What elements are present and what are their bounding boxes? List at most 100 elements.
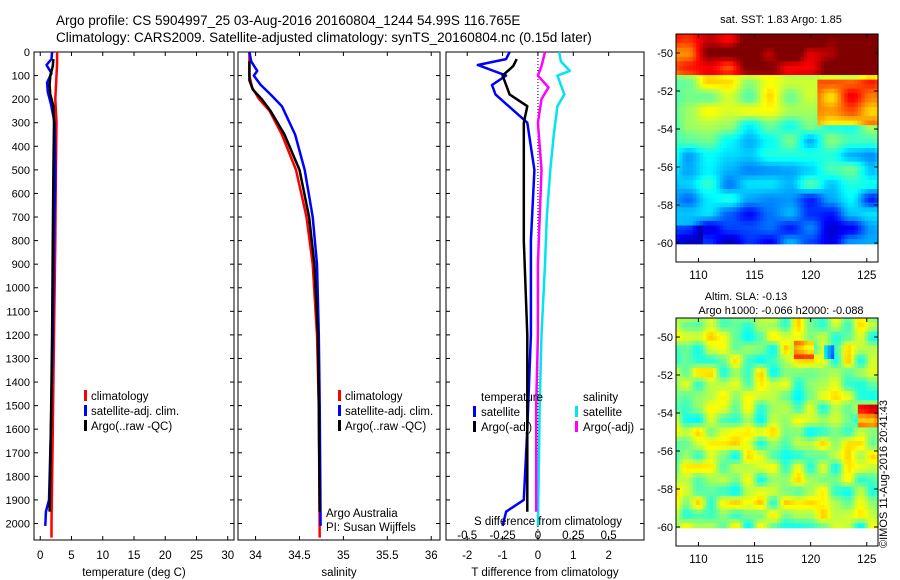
series-line [248, 61, 321, 512]
annotation-line2: PI: Susan Wijffels [326, 522, 416, 534]
temperature-xtick-label: 30 [221, 550, 234, 562]
depth-tick-label: 1600 [6, 424, 30, 436]
legend-label: satellite [583, 407, 622, 419]
sla-heatmap-ytick-label: -60 [657, 522, 673, 534]
sst-heatmap-xtick-label: 110 [689, 270, 707, 282]
salinity-xtick-label: 36 [425, 550, 438, 562]
series-line [536, 51, 572, 526]
salinity-frame [237, 51, 441, 541]
difference-xtick-label: 0 [535, 550, 541, 562]
depth-tick-label: 1300 [6, 353, 30, 365]
temperature-xtick-label: 10 [96, 550, 109, 562]
series-line [476, 51, 536, 527]
sla-heatmap-ytick-label: -50 [657, 332, 673, 344]
legend-swatch [84, 405, 87, 416]
salinity-xtick-label: 35 [337, 550, 350, 562]
annotation-line1: Argo Australia [326, 508, 398, 520]
series-line [534, 51, 550, 512]
sst-heatmap-xtick-label: 125 [857, 270, 876, 282]
legend-swatch [473, 406, 476, 417]
sst-heatmap-ytick-label: -56 [657, 162, 673, 174]
sdiff-tick-label: -0.5 [457, 530, 477, 542]
sst-heatmap-ytick-label: -50 [657, 48, 673, 60]
series-line [48, 58, 56, 512]
sla-heatmap-ytick-label: -56 [657, 446, 673, 458]
depth-tick-label: 1200 [6, 330, 30, 342]
legend-swatch [84, 420, 87, 431]
sla-heatmap-ytick-label: -54 [657, 408, 673, 420]
difference-xtick-label: -1 [497, 550, 507, 562]
sdiff-tick-label: -0.25 [489, 530, 515, 542]
depth-tick-label: 0 [24, 47, 30, 59]
difference-xlabel: T difference from climatology [471, 567, 618, 579]
legend-swatch [338, 405, 341, 416]
legend-swatch [338, 390, 341, 401]
sst-heatmap-ytick-label: -52 [657, 86, 673, 98]
depth-tick-label: 1100 [6, 306, 30, 318]
depth-tick-label: 700 [12, 212, 30, 224]
depth-tick-label: 1500 [6, 401, 30, 413]
sst-heatmap-ytick-label: -60 [657, 238, 673, 250]
legend-label: Argo(-adj) [481, 422, 532, 434]
difference-frame [445, 51, 645, 541]
difference-xtick-label: -2 [462, 550, 472, 562]
legend-swatch [575, 421, 578, 432]
depth-tick-label: 100 [12, 71, 30, 83]
depth-tick-label: 1800 [6, 471, 30, 483]
sst-heatmap-xtick-label: 115 [745, 270, 763, 282]
temperature-xtick-label: 25 [190, 550, 203, 562]
depth-tick-label: 300 [12, 118, 30, 130]
sdiff-tick-label: 0.25 [562, 530, 584, 542]
sla-heatmap-ytick-label: -52 [657, 370, 673, 382]
temperature-xtick-label: 15 [128, 550, 141, 562]
depth-tick-label: 1700 [6, 448, 30, 460]
depth-tick-label: 600 [12, 188, 30, 200]
temperature-xlabel: temperature (deg C) [82, 567, 186, 579]
legend-label: satellite [481, 407, 520, 419]
sst-map-title: sat. SST: 1.83 Argo: 1.85 [720, 14, 842, 26]
legend-label: climatology [91, 391, 149, 403]
sdiff-tick-label: 0 [535, 530, 541, 542]
sla-heatmap-xtick-label: 120 [801, 554, 820, 566]
salinity-xlabel: salinity [321, 567, 356, 579]
depth-tick-label: 2000 [6, 518, 30, 530]
depth-tick-label: 1000 [6, 283, 30, 295]
sla-heatmap-ytick-label: -58 [657, 484, 673, 496]
sdiff-tick-label: 0.5 [601, 530, 617, 542]
sla-map-title-line1: Altim. SLA: -0.13 [704, 291, 788, 303]
legend-title-salinity: salinity [583, 392, 618, 404]
legend-title-temperature: temperature [481, 392, 543, 404]
legend-label: Argo(..raw -QC) [345, 421, 426, 433]
depth-tick-label: 1400 [6, 377, 30, 389]
sst-heatmap [676, 34, 879, 245]
depth-tick-label: 900 [12, 259, 30, 271]
legend-label: satellite-adj. clim. [91, 406, 179, 418]
sdiff-axis-label: S difference from climatology [474, 516, 622, 528]
temperature-xtick-label: 5 [68, 550, 74, 562]
sla-heatmap-frame [675, 317, 879, 547]
sla-heatmap [676, 318, 879, 529]
temperature-frame [33, 51, 235, 541]
sla-heatmap-xtick-label: 115 [745, 554, 763, 566]
salinity-xtick-label: 34.5 [288, 550, 310, 562]
sst-heatmap-ytick-label: -54 [657, 124, 673, 136]
depth-tick-label: 200 [12, 94, 30, 106]
temperature-xtick-label: 0 [37, 550, 43, 562]
legend-swatch [338, 420, 341, 431]
sst-heatmap-frame [675, 33, 879, 263]
legend-label: Argo(..raw -QC) [91, 421, 172, 433]
sla-map-title-line2: Argo h1000: -0.066 h2000: -0.088 [698, 305, 864, 317]
sla-heatmap-xtick-label: 125 [857, 554, 876, 566]
difference-xtick-label: 1 [570, 550, 576, 562]
legend-label: satellite-adj. clim. [345, 406, 433, 418]
figure-title-line1: Argo profile: CS 5904997_25 03-Aug-2016 … [56, 13, 521, 28]
depth-tick-label: 800 [12, 236, 30, 248]
sst-heatmap-xtick-label: 120 [801, 270, 820, 282]
sla-heatmap-xtick-label: 110 [689, 554, 707, 566]
difference-xtick-label: 2 [605, 550, 611, 562]
series-line [501, 58, 529, 512]
salinity-xtick-label: 34 [249, 550, 262, 562]
salinity-xtick-label: 35.5 [376, 550, 398, 562]
legend-label: Argo(-adj) [583, 422, 634, 434]
temperature-xtick-label: 20 [159, 550, 172, 562]
